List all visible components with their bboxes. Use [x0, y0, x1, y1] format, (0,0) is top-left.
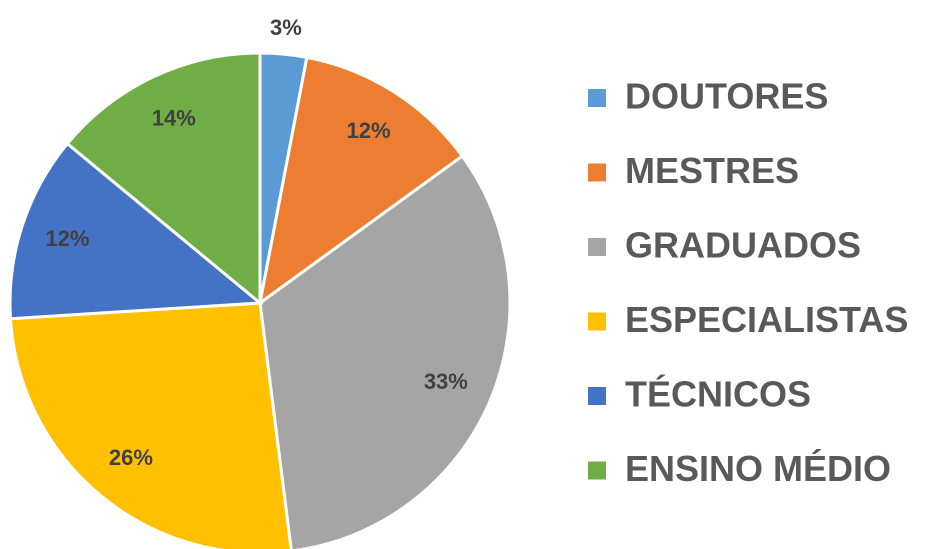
data-label: 3% — [270, 15, 302, 40]
legend-swatch — [588, 238, 606, 256]
pie-slice — [258, 153, 512, 549]
pie-slice — [257, 55, 465, 307]
legend-swatch — [588, 387, 606, 405]
legend-swatch — [588, 312, 606, 331]
legend-label: MESTRES — [625, 150, 799, 191]
legend-swatch — [588, 461, 606, 480]
data-label: 33% — [424, 369, 468, 394]
legend-label: ESPECIALISTAS — [625, 299, 908, 340]
legend-label: ENSINO MÉDIO — [625, 448, 891, 489]
data-label: 12% — [45, 226, 89, 251]
pie-slice — [8, 301, 293, 549]
data-label: 14% — [152, 106, 196, 131]
legend-label: GRADUADOS — [625, 225, 861, 266]
legend-swatch — [588, 163, 606, 182]
data-label: 26% — [109, 445, 153, 470]
pie-slice — [65, 51, 262, 307]
pie-slice — [8, 141, 264, 321]
data-label: 12% — [346, 118, 390, 143]
legend-label: TÉCNICOS — [625, 374, 811, 415]
legend-label: DOUTORES — [625, 76, 828, 117]
legend-swatch — [588, 89, 606, 107]
